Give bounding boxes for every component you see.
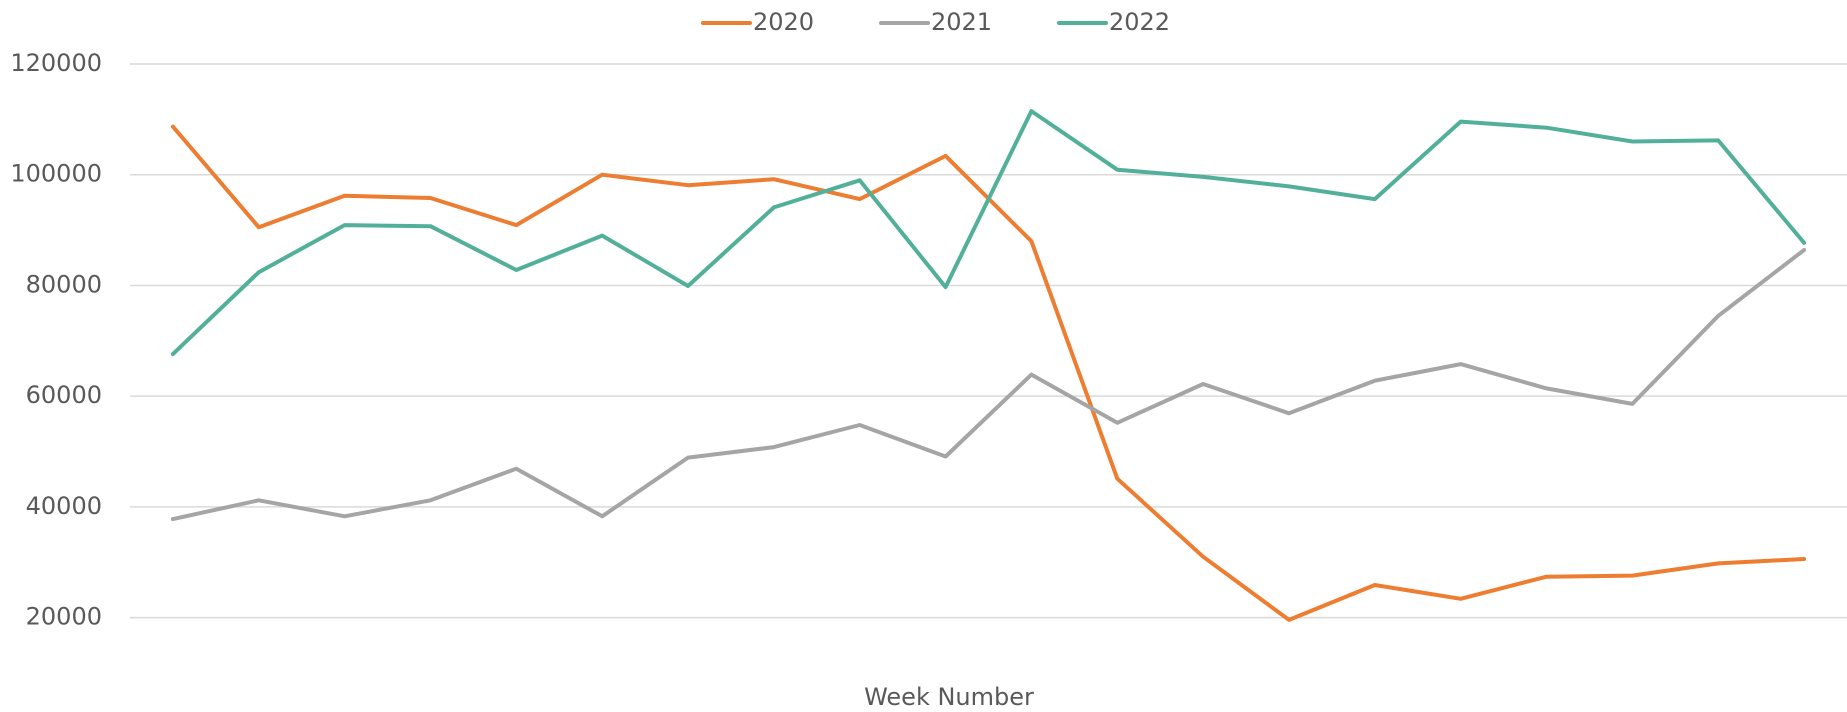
y-tick-label: 100000 [10,160,102,188]
y-tick-label: 120000 [10,49,102,77]
legend-label: 2020 [753,8,814,36]
series-line [170,109,1807,357]
y-tick-label: 20000 [26,603,102,631]
series-line [170,248,1807,522]
y-tick-label: 60000 [26,381,102,409]
legend-label: 2021 [931,8,992,36]
y-tick-label: 80000 [26,270,102,298]
x-axis-title: Week Number [864,683,1034,711]
y-tick-label: 40000 [26,492,102,520]
legend-label: 2022 [1109,8,1170,36]
